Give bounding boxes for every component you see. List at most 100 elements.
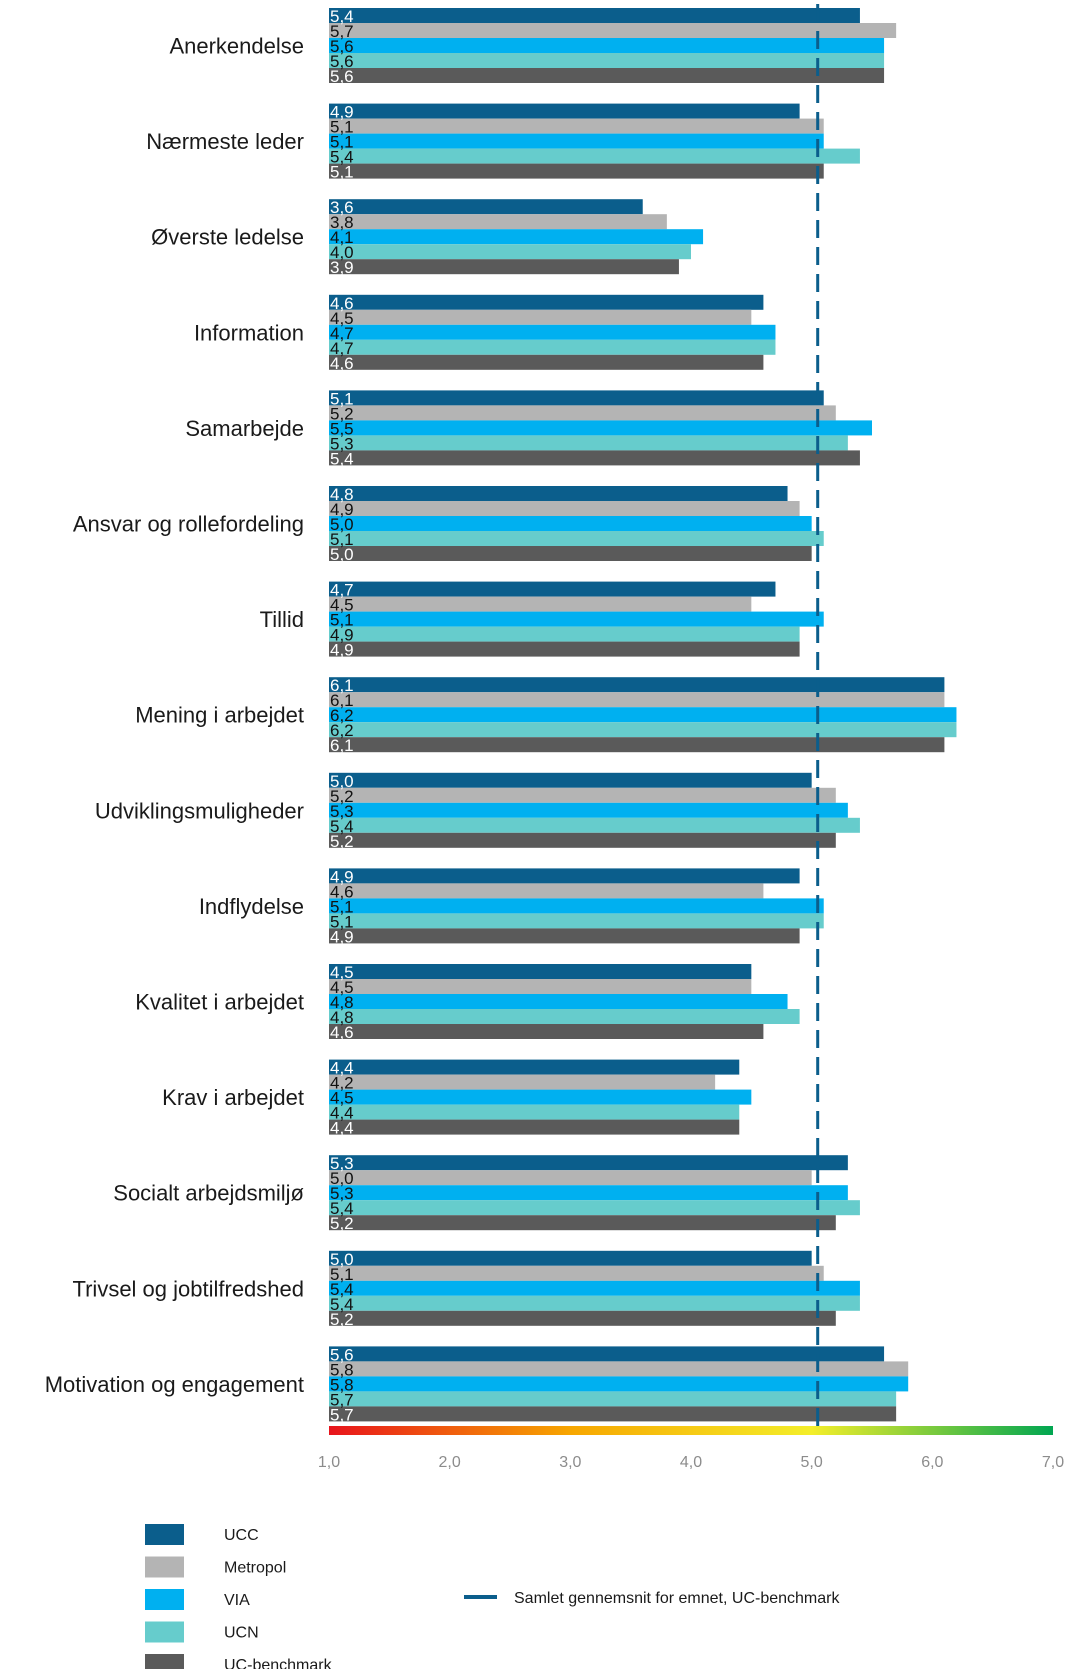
x-tick-label: 6,0 xyxy=(921,1454,943,1471)
value-label-metropol-trivsel-og-jobtilfredshed: 5,1 xyxy=(330,1265,354,1284)
bar-uc-benchmark-samarbejde xyxy=(329,450,860,466)
bar-ucc-ansvar-og-rollefordeling xyxy=(329,486,788,501)
bar-via-mening-i-arbejdet xyxy=(329,707,957,723)
bar-uc-benchmark-information xyxy=(329,354,764,370)
bar-metropol-anerkendelse xyxy=(329,23,897,38)
bar-uc-benchmark-anerkendelse xyxy=(329,68,885,83)
category-label-motivation-og-engagement: Motivation og engagement xyxy=(45,1372,304,1397)
category-label-information: Information xyxy=(194,320,304,345)
category-label-kvalitet-i-arbejdet: Kvalitet i arbejdet xyxy=(135,990,304,1015)
value-label-ucn-information: 4,7 xyxy=(330,339,354,358)
x-tick-label: 4,0 xyxy=(680,1454,702,1471)
bar-uc-benchmark-krav-i-arbejdet xyxy=(329,1119,740,1135)
category-label-krav-i-arbejdet: Krav i arbejdet xyxy=(162,1085,304,1110)
value-label-ucn-udviklingsmuligheder: 5,4 xyxy=(330,817,354,836)
value-label-ucn-naermeste-leder: 5,4 xyxy=(330,148,354,167)
value-labels-layer: 5,45,75,65,65,64,95,15,15,45,13,63,84,14… xyxy=(330,7,354,1424)
value-label-uc-benchmark-samarbejde: 5,4 xyxy=(330,449,354,468)
value-label-ucc-mening-i-arbejdet: 6,1 xyxy=(330,676,354,695)
category-label-udviklingsmuligheder: Udviklingsmuligheder xyxy=(95,798,304,823)
bar-uc-benchmark-trivsel-og-jobtilfredshed xyxy=(329,1310,836,1326)
value-label-via-information: 4,7 xyxy=(330,324,354,343)
value-label-ucn-krav-i-arbejdet: 4,4 xyxy=(330,1104,354,1123)
value-label-metropol-anerkendelse: 5,7 xyxy=(330,22,354,41)
bar-ucn-anerkendelse xyxy=(329,53,885,68)
bar-via-kvalitet-i-arbejdet xyxy=(329,994,788,1009)
category-label-mening-i-arbejdet: Mening i arbejdet xyxy=(135,703,304,728)
bar-metropol-mening-i-arbejdet xyxy=(329,692,945,708)
category-label-naermeste-leder: Nærmeste leder xyxy=(146,129,304,154)
bar-ucc-krav-i-arbejdet xyxy=(329,1059,740,1075)
value-label-ucc-trivsel-og-jobtilfredshed: 5,0 xyxy=(330,1250,354,1269)
value-label-via-kvalitet-i-arbejdet: 4,8 xyxy=(330,993,354,1012)
value-label-ucn-socialt-arbejdsmiljoe: 5,4 xyxy=(330,1199,354,1218)
legend-swatch-via xyxy=(145,1589,184,1610)
value-label-via-anerkendelse: 5,6 xyxy=(330,37,354,56)
bar-ucc-trivsel-og-jobtilfredshed xyxy=(329,1250,812,1266)
bar-metropol-socialt-arbejdsmiljoe xyxy=(329,1170,812,1186)
bar-ucn-krav-i-arbejdet xyxy=(329,1104,740,1120)
bar-ucc-samarbejde xyxy=(329,390,824,406)
category-label-anerkendelse: Anerkendelse xyxy=(169,34,304,59)
category-label-indflydelse: Indflydelse xyxy=(199,894,304,919)
value-label-ucc-ansvar-og-rollefordeling: 4,8 xyxy=(330,485,354,504)
value-label-uc-benchmark-oeverste-ledelse: 3,9 xyxy=(330,258,354,277)
value-label-metropol-tillid: 4,5 xyxy=(330,596,354,615)
value-label-uc-benchmark-information: 4,6 xyxy=(330,354,354,373)
legend-swatch-metropol xyxy=(145,1556,184,1578)
bar-via-samarbejde xyxy=(329,420,872,436)
bar-via-socialt-arbejdsmiljoe xyxy=(329,1185,848,1201)
value-label-via-indflydelse: 5,1 xyxy=(330,897,354,916)
value-label-metropol-oeverste-ledelse: 3,8 xyxy=(330,213,354,232)
value-label-via-naermeste-leder: 5,1 xyxy=(330,133,354,152)
value-label-ucn-ansvar-og-rollefordeling: 5,1 xyxy=(330,530,354,549)
bar-ucn-udviklingsmuligheder xyxy=(329,817,860,833)
value-label-via-udviklingsmuligheder: 5,3 xyxy=(330,802,354,821)
value-label-via-tillid: 5,1 xyxy=(330,611,354,630)
value-label-uc-benchmark-trivsel-og-jobtilfredshed: 5,2 xyxy=(330,1310,354,1329)
value-label-ucn-samarbejde: 5,3 xyxy=(330,434,354,453)
bar-ucc-udviklingsmuligheder xyxy=(329,772,812,788)
bar-ucc-information xyxy=(329,294,764,310)
bar-ucn-oeverste-ledelse xyxy=(329,244,691,260)
value-label-uc-benchmark-indflydelse: 4,9 xyxy=(330,927,354,946)
x-axis: 1,0 2,0 3,0 4,0 5,0 6,0 7,0 xyxy=(318,1426,1064,1471)
value-label-ucn-oeverste-ledelse: 4,0 xyxy=(330,243,354,262)
value-label-ucc-tillid: 4,7 xyxy=(330,581,354,600)
bar-ucn-socialt-arbejdsmiljoe xyxy=(329,1200,860,1216)
category-labels-layer: Anerkendelse Nærmeste leder Øverste ledels… xyxy=(45,34,304,1397)
bar-ucc-mening-i-arbejdet xyxy=(329,677,945,693)
bar-via-udviklingsmuligheder xyxy=(329,802,848,818)
legend-label-ucn: UCN xyxy=(224,1625,259,1642)
value-label-metropol-samarbejde: 5,2 xyxy=(330,404,354,423)
value-label-metropol-naermeste-leder: 5,1 xyxy=(330,118,354,137)
bar-uc-benchmark-oeverste-ledelse xyxy=(329,259,679,275)
bar-ucn-naermeste-leder xyxy=(329,148,860,164)
value-label-metropol-krav-i-arbejdet: 4,2 xyxy=(330,1074,354,1093)
value-label-metropol-indflydelse: 4,6 xyxy=(330,882,354,901)
bar-uc-benchmark-ansvar-og-rollefordeling xyxy=(329,546,812,561)
bar-via-naermeste-leder xyxy=(329,133,824,149)
category-label-socialt-arbejdsmiljoe: Socialt arbejdsmiljø xyxy=(113,1181,304,1206)
value-label-metropol-kvalitet-i-arbejdet: 4,5 xyxy=(330,978,354,997)
value-label-via-socialt-arbejdsmiljoe: 5,3 xyxy=(330,1184,354,1203)
bar-metropol-indflydelse xyxy=(329,883,764,899)
x-tick-label: 1,0 xyxy=(318,1454,340,1471)
x-tick-label: 5,0 xyxy=(801,1454,823,1471)
bar-metropol-udviklingsmuligheder xyxy=(329,787,836,803)
category-label-tillid: Tillid xyxy=(260,607,304,632)
value-label-metropol-udviklingsmuligheder: 5,2 xyxy=(330,787,354,806)
legend-swatch-ucn xyxy=(145,1621,184,1643)
value-label-ucc-oeverste-ledelse: 3,6 xyxy=(330,198,354,217)
bar-ucn-information xyxy=(329,339,776,355)
value-label-via-motivation-og-engagement: 5,8 xyxy=(330,1375,354,1394)
value-label-metropol-mening-i-arbejdet: 6,1 xyxy=(330,691,354,710)
bar-ucn-motivation-og-engagement xyxy=(329,1391,897,1407)
value-label-ucc-naermeste-leder: 4,9 xyxy=(330,103,354,122)
value-label-uc-benchmark-tillid: 4,9 xyxy=(330,641,354,660)
value-label-ucn-trivsel-og-jobtilfredshed: 5,4 xyxy=(330,1295,354,1314)
value-label-ucc-udviklingsmuligheder: 5,0 xyxy=(330,772,354,791)
bar-via-information xyxy=(329,324,776,340)
bar-metropol-trivsel-og-jobtilfredshed xyxy=(329,1265,824,1281)
legend-label-reference-line: Samlet gennemsnit for emnet, UC-benchmar… xyxy=(514,1590,840,1607)
